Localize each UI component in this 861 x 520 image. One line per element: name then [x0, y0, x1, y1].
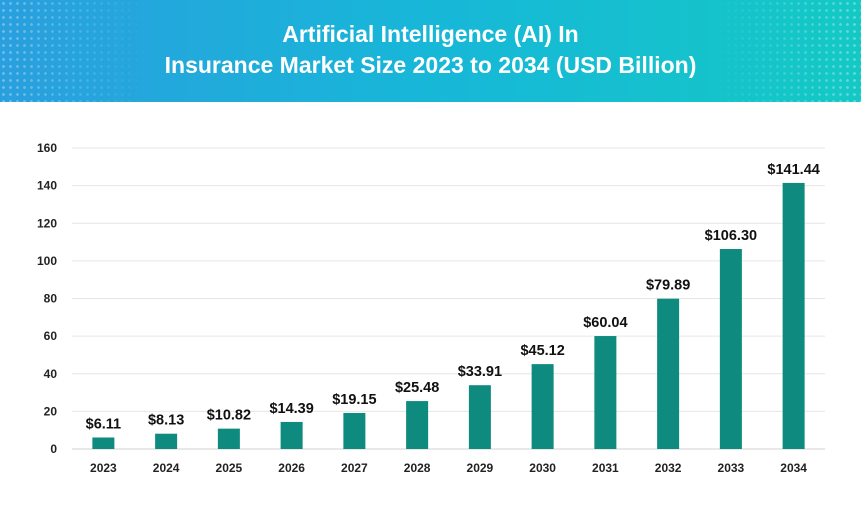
data-label: $19.15	[332, 392, 376, 408]
x-tick-label: 2032	[655, 461, 682, 475]
data-label: $25.48	[395, 380, 439, 396]
bar	[657, 298, 680, 449]
x-tick-label: 2029	[467, 461, 494, 475]
y-tick-label: 20	[44, 404, 58, 418]
x-tick-label: 2034	[780, 461, 807, 475]
x-tick-label: 2028	[404, 461, 431, 475]
y-tick-label: 40	[44, 367, 58, 381]
banner-dot-pattern-right	[711, 0, 861, 102]
bar	[92, 437, 115, 449]
bar	[406, 401, 429, 449]
bar	[719, 249, 742, 449]
x-tick-label: 2023	[90, 461, 117, 475]
data-label: $8.13	[148, 413, 184, 429]
data-label: $10.82	[207, 408, 251, 424]
y-tick-label: 140	[37, 179, 57, 193]
bar	[531, 364, 554, 449]
y-tick-label: 0	[50, 442, 57, 456]
bar	[594, 336, 617, 449]
y-tick-label: 120	[37, 216, 57, 230]
data-label: $33.91	[458, 364, 502, 380]
title-banner: Artificial Intelligence (AI) In Insuranc…	[0, 0, 861, 102]
chart-title-line-1: Artificial Intelligence (AI) In	[282, 21, 579, 47]
bar	[217, 428, 240, 449]
y-tick-label: 60	[44, 329, 58, 343]
bar	[280, 421, 303, 449]
x-tick-label: 2033	[718, 461, 745, 475]
data-label: $6.11	[86, 417, 122, 433]
banner-dot-pattern-left	[0, 0, 150, 102]
x-tick-label: 2025	[216, 461, 243, 475]
data-label: $106.30	[705, 228, 757, 244]
data-label: $45.12	[520, 343, 564, 359]
y-tick-label: 160	[37, 141, 57, 155]
data-label: $79.89	[646, 278, 690, 294]
chart-title-line-2: Insurance Market Size 2023 to 2034 (USD …	[164, 52, 697, 78]
y-tick-label: 100	[37, 254, 57, 268]
chart-title: Artificial Intelligence (AI) In Insuranc…	[0, 19, 861, 81]
bar	[343, 412, 366, 449]
bar	[468, 385, 491, 449]
x-tick-label: 2030	[529, 461, 556, 475]
data-label: $14.39	[269, 401, 313, 417]
data-label: $141.44	[767, 162, 819, 178]
bar	[155, 433, 178, 449]
x-tick-label: 2027	[341, 461, 368, 475]
x-tick-label: 2031	[592, 461, 619, 475]
data-label: $60.04	[583, 315, 627, 331]
y-tick-label: 80	[44, 292, 58, 306]
bar	[782, 182, 805, 449]
x-tick-label: 2026	[278, 461, 305, 475]
x-tick-label: 2024	[153, 461, 180, 475]
